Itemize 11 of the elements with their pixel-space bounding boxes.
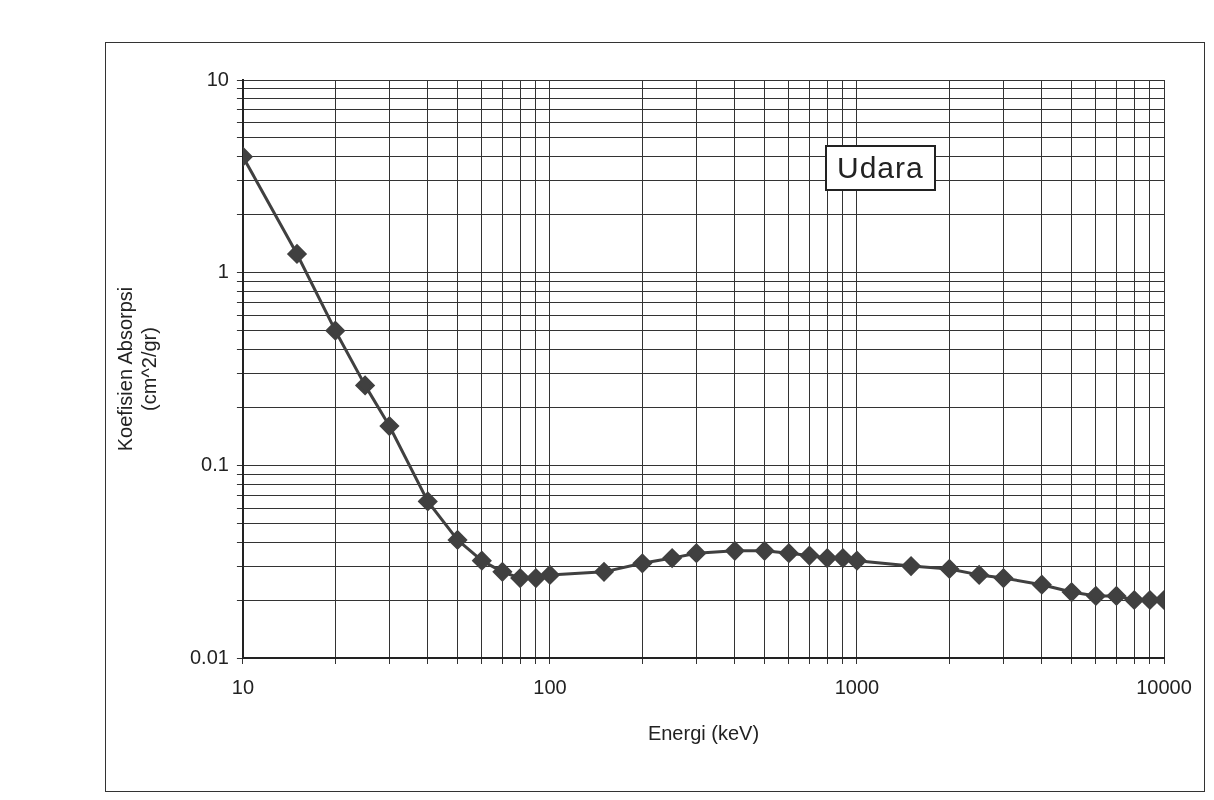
x-tick-label: 100 [533,675,567,698]
y-tick-label: 1 [217,260,229,283]
y-tick-label: 10 [206,67,229,90]
y-tick-label: 0.1 [201,452,229,475]
y-axis-title: Koefisien Absorpsi (cm^2/gr) [113,286,160,452]
x-tick-label: 10 [231,675,255,698]
x-tick-label: 1000 [834,675,880,698]
x-axis-title: Energi (keV) [647,721,760,744]
y-tick-label: 0.01 [189,645,229,668]
annotation: Udara [825,145,936,191]
x-tick-label: 10000 [1136,675,1192,698]
